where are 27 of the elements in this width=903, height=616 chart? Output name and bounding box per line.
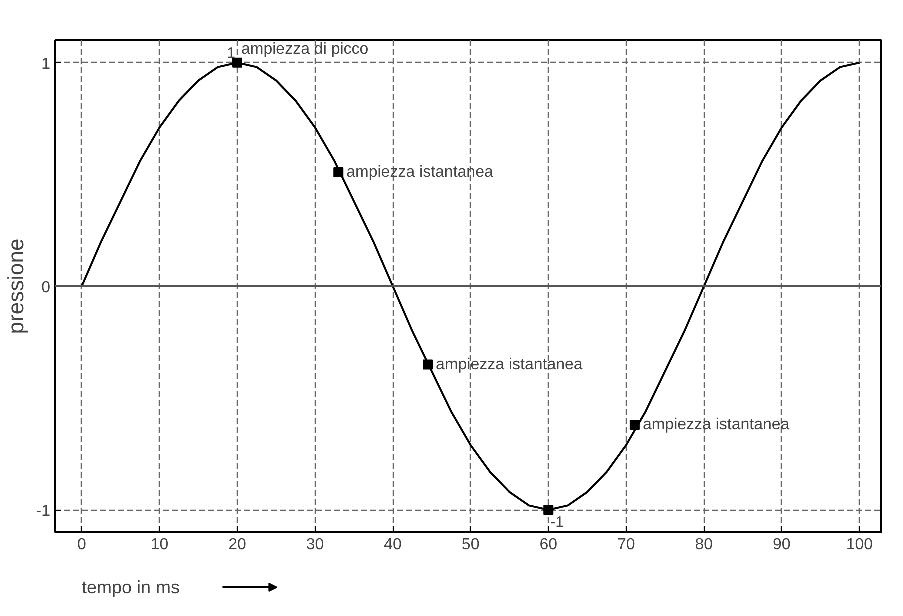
data-label: -1 <box>550 514 564 532</box>
annotation: ampiezza di picco <box>242 40 369 58</box>
y-axis-title: pressione <box>3 238 28 334</box>
x-tick-label: 20 <box>228 536 246 554</box>
annotation: ampiezza istantanea <box>436 356 583 374</box>
x-tick-label: 30 <box>306 536 324 554</box>
point <box>544 505 554 516</box>
point <box>630 420 640 430</box>
annotation: ampiezza istantanea <box>642 416 790 434</box>
point <box>334 167 344 178</box>
x-tick-label: 70 <box>617 536 636 554</box>
x-tick-label: 10 <box>150 536 169 554</box>
x-tick-label: 40 <box>384 536 402 554</box>
x-tick-label: 60 <box>540 536 558 554</box>
point <box>423 360 434 370</box>
point <box>232 58 242 68</box>
y-tick-label: 0 <box>42 280 51 296</box>
x-tick-label: 90 <box>773 536 791 554</box>
x-axis-title: tempo in ms <box>82 578 180 598</box>
x-tick-label: 0 <box>77 536 86 554</box>
data-label: 1 <box>227 44 236 62</box>
y-tick-label: -1 <box>36 503 51 520</box>
x-tick-label: 80 <box>695 536 714 554</box>
annotation: ampiezza istantanea <box>346 164 494 181</box>
y-tick-label: 1 <box>42 56 51 73</box>
x-tick-label: 100 <box>846 536 874 554</box>
x-tick-label: 50 <box>462 536 480 554</box>
